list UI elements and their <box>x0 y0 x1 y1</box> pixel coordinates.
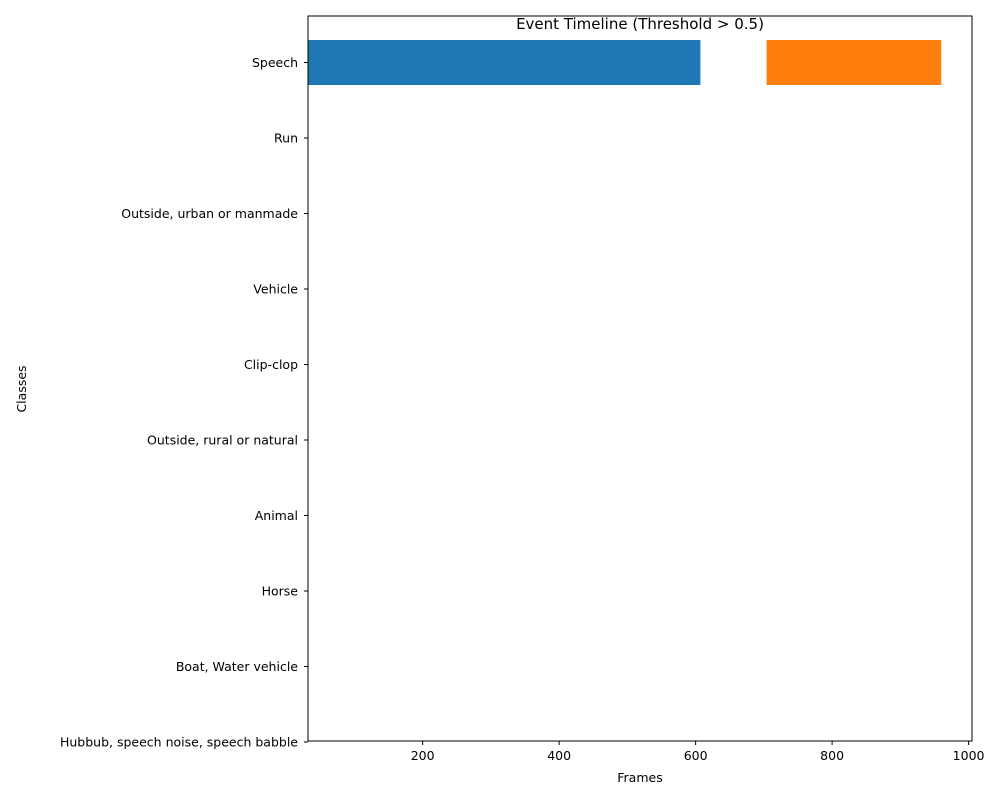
y-tick-label: Hubbub, speech noise, speech babble <box>60 735 298 750</box>
y-tick-label: Clip-clop <box>244 357 298 372</box>
y-tick-label: Horse <box>262 584 299 599</box>
y-tick-label: Outside, rural or natural <box>147 433 298 448</box>
y-tick-label: Boat, Water vehicle <box>176 659 298 674</box>
y-ticks: Speech Run Outside, urban or manmade Vehicl… <box>60 55 308 750</box>
bars-layer <box>308 40 942 85</box>
y-tick-label: Run <box>274 131 298 146</box>
event-bar <box>308 40 701 85</box>
x-tick-label: 200 <box>411 748 435 763</box>
y-tick-label: Outside, urban or manmade <box>121 206 298 221</box>
y-axis-label: Classes <box>14 365 29 412</box>
y-tick-label: Vehicle <box>253 282 298 297</box>
plot-frame <box>307 15 973 742</box>
x-tick-label: 800 <box>820 748 844 763</box>
x-tick-label: 1000 <box>953 748 985 763</box>
y-tick-label: Speech <box>252 55 298 70</box>
x-tick-label: 600 <box>684 748 708 763</box>
y-tick-label: Animal <box>255 508 298 523</box>
event-bar <box>766 40 942 85</box>
x-ticks: 200 400 600 800 1000 <box>411 741 985 763</box>
x-tick-label: 400 <box>547 748 571 763</box>
chart-title: Event Timeline (Threshold > 0.5) <box>516 15 764 33</box>
x-axis-label: Frames <box>617 770 662 785</box>
